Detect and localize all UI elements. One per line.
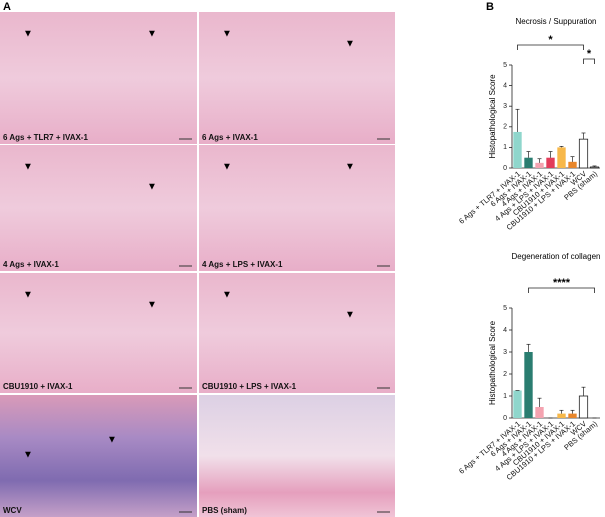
- y-tick-label: 4: [503, 327, 507, 334]
- y-tick-label: 1: [503, 144, 507, 151]
- bar: [557, 147, 566, 168]
- y-tick-label: 2: [503, 371, 507, 378]
- y-tick-label: 1: [503, 393, 507, 400]
- bar: [568, 161, 577, 168]
- error-bar: [548, 151, 553, 158]
- arrowhead: ▼: [147, 182, 157, 193]
- y-tick-label: 5: [503, 305, 507, 312]
- y-tick-label: 4: [503, 82, 507, 89]
- arrowhead: ▼: [147, 29, 157, 40]
- bar: [578, 395, 589, 419]
- error-bar: [570, 409, 575, 414]
- error-bar: [581, 386, 586, 396]
- bar: [568, 413, 577, 418]
- image-caption: 6 Ags + TLR7 + IVAX-1: [3, 133, 88, 142]
- histology-image: [199, 395, 395, 517]
- error-bar: [581, 132, 586, 140]
- arrowhead: ▼: [23, 450, 33, 461]
- bar: [513, 390, 522, 418]
- histology-image: [199, 273, 395, 393]
- arrowhead: ▼: [222, 29, 232, 40]
- error-bar: [570, 156, 575, 162]
- significance-bracket: [583, 58, 595, 64]
- histology-image: [199, 12, 395, 144]
- bar: [513, 131, 522, 168]
- arrowhead: ▼: [222, 290, 232, 301]
- histology-image: [0, 12, 197, 144]
- error-bar: [537, 158, 542, 163]
- significance-bracket: [517, 44, 584, 50]
- histology-image: [199, 145, 395, 271]
- significance-label: *: [548, 34, 553, 46]
- arrowhead: ▼: [345, 162, 355, 173]
- bar: [535, 407, 544, 418]
- chart-title: Degeneration of collagen: [512, 252, 601, 261]
- bar: [524, 157, 533, 168]
- arrowhead: ▼: [345, 39, 355, 50]
- y-axis-title: Histopathological Score: [488, 320, 497, 405]
- image-caption: PBS (sham): [202, 506, 247, 515]
- arrowhead: ▼: [23, 290, 33, 301]
- image-caption: WCV: [3, 506, 22, 515]
- arrowhead: ▼: [147, 300, 157, 311]
- chart-title: Necrosis / Suppuration: [516, 17, 597, 26]
- histology-image: [0, 273, 197, 393]
- arrowhead: ▼: [345, 310, 355, 321]
- bar: [535, 162, 544, 168]
- image-caption: 6 Ags + IVAX-1: [202, 133, 258, 142]
- y-tick-label: 3: [503, 349, 507, 356]
- y-tick-label: 3: [503, 103, 507, 110]
- significance-label: ****: [553, 277, 571, 289]
- significance-bracket: [528, 287, 595, 293]
- arrowhead: ▼: [107, 435, 117, 446]
- arrowhead: ▼: [23, 162, 33, 173]
- error-bar: [526, 343, 531, 352]
- panel-label: A: [3, 1, 11, 13]
- y-tick-label: 0: [503, 415, 507, 422]
- y-tick-label: 0: [503, 165, 507, 172]
- image-caption: CBU1910 + LPS + IVAX-1: [202, 382, 297, 391]
- y-axis-title: Histopathological Score: [488, 74, 497, 159]
- panel-label: B: [486, 1, 494, 13]
- error-bar: [537, 397, 542, 407]
- image-caption: 4 Ags + LPS + IVAX-1: [202, 260, 283, 269]
- bar: [546, 157, 555, 168]
- error-bar: [592, 165, 597, 167]
- histology-image: [0, 145, 197, 271]
- error-bar: [559, 146, 564, 148]
- error-bar: [526, 151, 531, 158]
- bar: [524, 352, 533, 418]
- error-bar: [515, 108, 520, 132]
- bar: [589, 166, 600, 169]
- y-tick-label: 5: [503, 62, 507, 69]
- y-tick-label: 2: [503, 124, 507, 131]
- arrowhead: ▼: [222, 162, 232, 173]
- image-caption: 4 Ags + IVAX-1: [3, 260, 59, 269]
- bar: [557, 413, 566, 418]
- arrowhead: ▼: [23, 29, 33, 40]
- image-caption: CBU1910 + IVAX-1: [3, 382, 73, 391]
- bar: [578, 138, 589, 169]
- significance-label: *: [587, 48, 592, 60]
- error-bar: [559, 409, 564, 414]
- histology-image: [0, 395, 197, 517]
